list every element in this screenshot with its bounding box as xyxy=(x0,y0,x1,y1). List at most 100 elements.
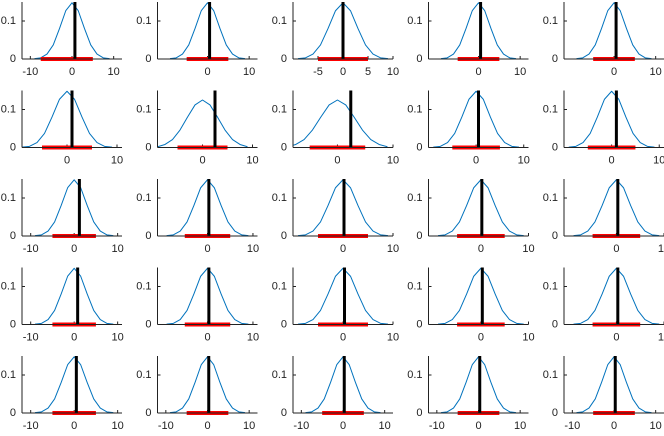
x-tick-label: 10 xyxy=(112,243,124,255)
panel: 0 0.1 0 10 xyxy=(407,90,530,166)
y-tick-label: 0 xyxy=(10,230,16,242)
y-tick-label: 0.1 xyxy=(272,192,287,204)
x-tick-label: 0 xyxy=(611,66,617,78)
x-tick-label: 0 xyxy=(478,331,484,343)
y-tick-label: 0 xyxy=(10,407,16,419)
panel: 0 0.1 0 10 xyxy=(136,90,259,166)
density-curve xyxy=(440,2,517,59)
x-tick-label: 0 xyxy=(69,66,75,78)
panel: 0 0.1 0 10 xyxy=(407,179,535,255)
x-tick-label: 5 xyxy=(365,66,371,78)
y-tick-label: 0.1 xyxy=(543,280,558,292)
x-tick-label: -10 xyxy=(429,420,445,432)
y-tick-label: 0.1 xyxy=(543,192,558,204)
y-tick-label: 0 xyxy=(552,407,558,419)
panel: 0 0.1 -10 0 10 xyxy=(1,267,124,343)
y-tick-label: 0.1 xyxy=(1,103,16,115)
x-tick-label: -10 xyxy=(23,331,39,343)
x-tick-label: 10 xyxy=(658,331,664,343)
density-curve xyxy=(576,2,652,59)
x-tick-label: 10 xyxy=(247,243,259,255)
y-tick-label: 0 xyxy=(10,141,16,153)
y-tick-label: 0.1 xyxy=(272,15,287,27)
y-tick-label: 0.1 xyxy=(136,103,151,115)
y-tick-label: 0 xyxy=(10,53,16,65)
x-tick-label: 0 xyxy=(613,331,619,343)
x-tick-label: -10 xyxy=(158,420,174,432)
x-tick-label: 0 xyxy=(204,420,210,432)
y-tick-label: 0.1 xyxy=(407,15,422,27)
x-tick-label: -5 xyxy=(313,66,323,78)
x-tick-label: 10 xyxy=(108,66,120,78)
panel: 0 0.1 0 10 xyxy=(272,267,399,343)
x-tick-label: 0 xyxy=(334,154,340,166)
y-tick-label: 0 xyxy=(416,407,422,419)
panel: 0 0.1 0 10 xyxy=(543,2,664,78)
x-tick-label: 10 xyxy=(379,420,391,432)
x-tick-label: 10 xyxy=(518,154,530,166)
x-tick-label: -10 xyxy=(22,66,38,78)
y-tick-label: 0 xyxy=(281,407,287,419)
x-tick-label: 10 xyxy=(514,66,526,78)
density-curve xyxy=(22,90,113,148)
panel: 0 0.1 0 10 xyxy=(1,90,123,166)
y-tick-label: 0 xyxy=(281,53,287,65)
x-tick-label: 0 xyxy=(204,331,210,343)
panel: 0 0.1 -10 0 10 xyxy=(1,179,124,255)
y-tick-label: 0.1 xyxy=(136,15,151,27)
x-tick-label: 10 xyxy=(522,243,534,255)
x-tick-label: 0 xyxy=(64,154,70,166)
x-tick-label: 10 xyxy=(247,331,259,343)
x-tick-label: 10 xyxy=(387,154,399,166)
x-tick-label: -10 xyxy=(23,243,39,255)
x-tick-label: 0 xyxy=(613,243,619,255)
y-tick-label: 0 xyxy=(416,53,422,65)
x-tick-label: 0 xyxy=(340,243,346,255)
panel: 0 0.1 -10 0 10 xyxy=(272,356,393,432)
x-tick-label: 0 xyxy=(475,66,481,78)
x-tick-label: 0 xyxy=(609,154,615,166)
panel: 0 0.1 0 10 xyxy=(136,267,259,343)
x-tick-label: 0 xyxy=(71,331,77,343)
y-tick-label: 0.1 xyxy=(543,103,558,115)
x-tick-label: 0 xyxy=(204,66,210,78)
panel: 0 0.1 0 10 xyxy=(136,2,258,78)
panel: 0 0.1 0 10 xyxy=(136,179,259,255)
x-tick-label: 10 xyxy=(243,66,255,78)
density-curve xyxy=(568,90,655,148)
x-tick-label: 0 xyxy=(340,331,346,343)
y-tick-label: 0 xyxy=(145,53,151,65)
x-tick-label: 10 xyxy=(650,420,662,432)
y-tick-label: 0.1 xyxy=(1,280,16,292)
panel: 0 0.1 0 10 xyxy=(543,267,664,343)
x-tick-label: 10 xyxy=(111,154,123,166)
y-tick-label: 0 xyxy=(281,230,287,242)
x-tick-label: 10 xyxy=(658,243,664,255)
y-tick-label: 0.1 xyxy=(1,192,16,204)
x-tick-label: 10 xyxy=(243,420,255,432)
x-tick-label: 10 xyxy=(650,66,662,78)
panel: 0 0.1 0 10 xyxy=(407,267,535,343)
y-tick-label: 0 xyxy=(145,230,151,242)
x-tick-label: 0 xyxy=(611,420,617,432)
panel: 0 0.1 0 10 xyxy=(407,2,529,78)
y-tick-label: 0 xyxy=(552,318,558,330)
x-tick-label: 10 xyxy=(522,331,534,343)
y-tick-label: 0 xyxy=(552,141,558,153)
y-tick-label: 0 xyxy=(416,318,422,330)
x-tick-label: 10 xyxy=(387,243,399,255)
x-tick-label: 0 xyxy=(71,243,77,255)
x-tick-label: 10 xyxy=(246,154,258,166)
y-tick-label: 0.1 xyxy=(272,103,287,115)
x-tick-label: 10 xyxy=(387,66,399,78)
x-tick-label: 0 xyxy=(199,154,205,166)
y-tick-label: 0 xyxy=(552,53,558,65)
panel: 0 0.1 -10 0 10 xyxy=(407,356,529,432)
x-tick-label: 0 xyxy=(340,66,346,78)
y-tick-label: 0.1 xyxy=(1,15,16,27)
density-curve xyxy=(34,356,114,413)
y-tick-label: 0 xyxy=(416,141,422,153)
y-tick-label: 0.1 xyxy=(136,192,151,204)
y-tick-label: 0.1 xyxy=(407,369,422,381)
